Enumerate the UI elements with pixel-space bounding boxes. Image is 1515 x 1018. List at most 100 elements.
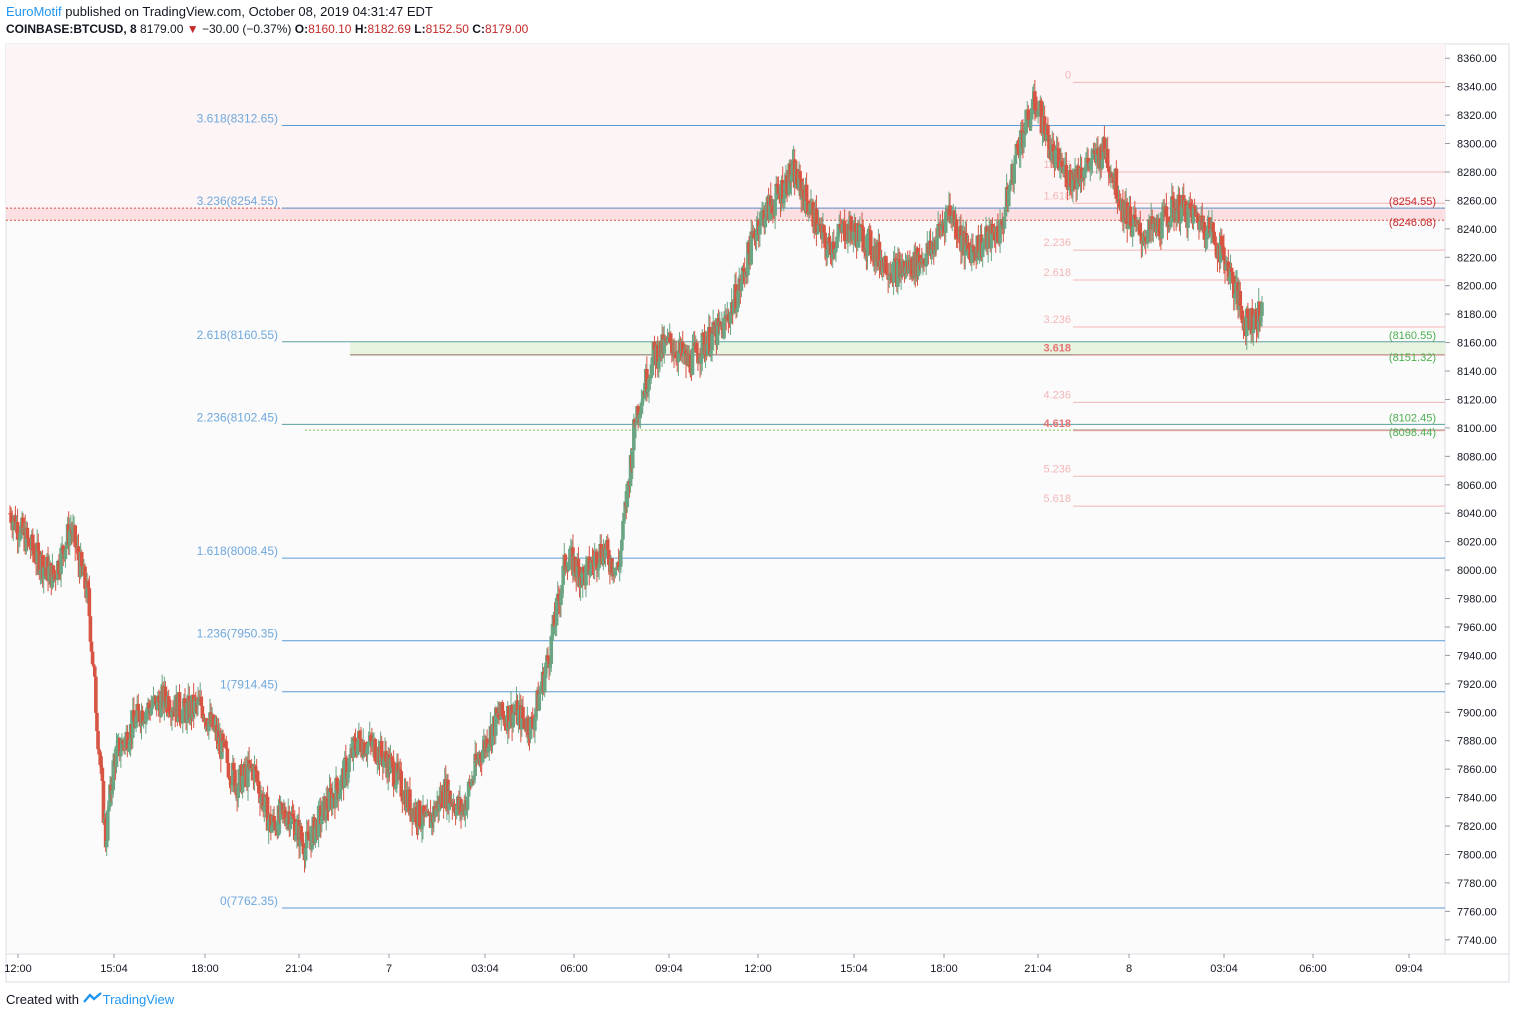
candle-body	[759, 211, 763, 226]
candle-body	[670, 342, 674, 354]
candle-body	[495, 708, 499, 715]
candle-body	[114, 746, 119, 768]
candle-body	[1020, 130, 1024, 133]
candle-body	[1056, 148, 1061, 170]
candle-body	[59, 547, 63, 574]
author-link[interactable]: EuroMotif	[6, 4, 62, 19]
candle-body	[36, 542, 41, 551]
candle-body	[71, 527, 75, 535]
candle-body	[366, 742, 371, 745]
candle-body	[553, 625, 558, 627]
candle-body	[1146, 230, 1150, 244]
candle-body	[613, 567, 618, 576]
candle-body	[1213, 243, 1218, 246]
candle-body	[760, 210, 764, 212]
candle-body	[549, 636, 554, 664]
candle-body	[475, 758, 480, 763]
candle-body	[507, 705, 511, 729]
candle-body	[223, 740, 227, 748]
candle-body	[616, 562, 621, 570]
candle-body	[633, 419, 637, 425]
candle-body	[140, 710, 145, 724]
candle-body	[785, 175, 789, 194]
candle-body	[657, 361, 661, 369]
candle-body	[167, 712, 172, 714]
candle-body	[1008, 185, 1012, 190]
candle-body	[840, 224, 845, 233]
candle-body	[422, 805, 426, 816]
candle-body	[473, 753, 477, 777]
candle-body	[584, 564, 588, 586]
candle-body	[662, 338, 667, 354]
candle-body	[264, 794, 269, 797]
candle-body	[867, 229, 872, 231]
candle-body	[1246, 308, 1250, 318]
candle-body	[345, 758, 349, 779]
candle-body	[650, 357, 655, 376]
candle-body	[929, 249, 934, 255]
candle-body	[1131, 214, 1136, 227]
candle-body	[1208, 217, 1212, 233]
candle-body	[896, 259, 900, 287]
candle-body	[623, 502, 627, 513]
candle-body	[1076, 165, 1081, 179]
candle-body	[610, 558, 614, 574]
price-axis	[1444, 43, 1510, 955]
candle-body	[1051, 144, 1056, 152]
candle-body	[99, 764, 104, 768]
fib-pink-label: 5.618	[1043, 493, 1071, 505]
candle-body	[224, 747, 229, 749]
candle-body	[618, 550, 623, 567]
y-tick-label: 7840.00	[1457, 793, 1497, 805]
candle-body	[310, 825, 314, 850]
tradingview-logo-icon	[82, 992, 103, 1007]
candle-body	[92, 666, 97, 677]
candle-body	[185, 702, 189, 723]
candle-body	[596, 568, 600, 571]
candle-body	[511, 713, 515, 728]
candle-body	[816, 223, 821, 233]
fib-level-label: 0(7762.35)	[220, 894, 278, 908]
candle-body	[252, 766, 257, 781]
candle-body	[780, 180, 785, 204]
candle-body	[111, 760, 116, 791]
candle-body	[304, 831, 309, 849]
candle-body	[980, 242, 985, 257]
candle-body	[147, 702, 151, 709]
candle-body	[1128, 206, 1133, 226]
down-arrow-icon: ▼	[186, 22, 199, 36]
candle-body	[976, 235, 981, 258]
candle-body	[263, 794, 268, 806]
candle-body	[115, 740, 120, 747]
y-tick-label: 7880.00	[1457, 736, 1497, 748]
candle-body	[467, 781, 472, 783]
candle-body	[528, 716, 533, 739]
candle-body	[966, 242, 971, 249]
candle-body	[798, 170, 802, 179]
candle-body	[151, 696, 156, 706]
candle-body	[379, 740, 384, 757]
candle-body	[561, 565, 565, 585]
candle-body	[91, 664, 96, 667]
tradingview-brand[interactable]: TradingView	[102, 992, 175, 1007]
candle-body	[1002, 216, 1007, 229]
publish-info: EuroMotif published on TradingView.com, …	[6, 4, 433, 19]
level-price-label: (8254.55)	[1389, 196, 1436, 208]
candle-body	[543, 665, 548, 674]
candle-body	[1230, 271, 1235, 276]
y-tick-label: 7940.00	[1457, 650, 1497, 662]
candle-body	[204, 719, 209, 727]
candle-body	[960, 235, 964, 251]
candle-body	[910, 258, 914, 277]
x-tick-label: 12:00	[744, 963, 772, 975]
candle-body	[136, 703, 141, 711]
candle-body	[294, 834, 298, 840]
candle-body	[1204, 238, 1209, 240]
candle-body	[137, 710, 142, 723]
candle-body	[287, 811, 292, 830]
candle-body	[1089, 159, 1094, 162]
candle-body	[640, 399, 645, 403]
candle-body	[85, 581, 89, 599]
candle-body	[384, 751, 388, 762]
